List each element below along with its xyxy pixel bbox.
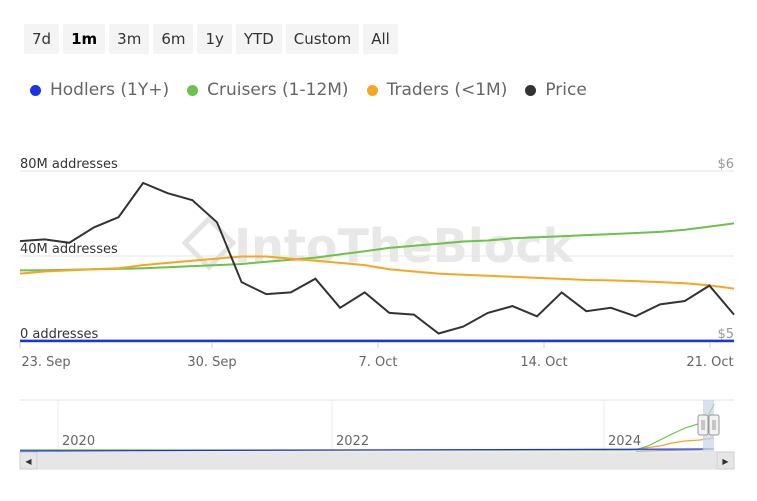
y-right-tick-6: $6 bbox=[717, 157, 734, 172]
range-button-1y[interactable]: 1y bbox=[197, 24, 232, 54]
legend-dot-price bbox=[525, 84, 537, 96]
series-line-traders[interactable] bbox=[19, 255, 735, 290]
legend-dot-traders bbox=[366, 84, 378, 96]
scrollbar[interactable]: ◀ ▶ bbox=[19, 451, 735, 470]
watermark: IntoTheBlock bbox=[181, 215, 574, 273]
range-button-1m[interactable]: 1m bbox=[63, 24, 106, 54]
range-button-6m[interactable]: 6m bbox=[153, 24, 194, 54]
x-tick-label: 14. Oct bbox=[520, 355, 567, 370]
scroll-right-icon: ▶ bbox=[722, 457, 729, 466]
x-tick-label: 30. Sep bbox=[187, 355, 236, 370]
scroll-left-icon: ◀ bbox=[25, 457, 32, 466]
legend-label-traders: Traders (<1M) bbox=[386, 80, 508, 100]
navigator-line-hodlers bbox=[19, 448, 715, 452]
x-tick-label: 21. Oct bbox=[686, 355, 733, 370]
scrollbar-thumb[interactable] bbox=[38, 453, 716, 468]
scroll-left-button[interactable] bbox=[19, 451, 38, 470]
x-axis: 23. Sep 30. Sep 7. Oct 14. Oct 21. Oct bbox=[19, 342, 734, 370]
series-line-cruisers[interactable] bbox=[19, 222, 735, 272]
y-left-tick-80: 80M addresses bbox=[20, 157, 118, 172]
range-selector: 7d 1m 3m 6m 1y YTD Custom All bbox=[24, 24, 398, 56]
legend-label-cruisers: Cruisers (1-12M) bbox=[207, 80, 349, 100]
legend-item-cruisers[interactable]: Cruisers (1-12M) bbox=[187, 80, 349, 100]
legend-item-hodlers[interactable]: Hodlers (1Y+) bbox=[30, 80, 169, 100]
series-line-price[interactable] bbox=[19, 181, 735, 335]
range-button-3m[interactable]: 3m bbox=[109, 24, 150, 54]
navigator-label-2022: 2022 bbox=[336, 434, 369, 449]
range-button-7d[interactable]: 7d bbox=[24, 24, 60, 54]
legend-label-price: Price bbox=[545, 80, 587, 100]
legend-label-hodlers: Hodlers (1Y+) bbox=[50, 80, 170, 100]
navigator: 2020 2022 2024 bbox=[19, 399, 734, 452]
range-button-ytd[interactable]: YTD bbox=[235, 24, 282, 54]
scroll-right-button[interactable] bbox=[716, 451, 735, 470]
y-left-tick-0: 0 addresses bbox=[20, 327, 98, 342]
legend-dot-cruisers bbox=[187, 84, 199, 96]
x-tick-label: 23. Sep bbox=[21, 355, 70, 370]
legend-item-traders[interactable]: Traders (<1M) bbox=[366, 80, 508, 100]
navigator-label-2024: 2024 bbox=[608, 434, 641, 449]
navigator-label-2020: 2020 bbox=[62, 434, 95, 449]
legend-item-price[interactable]: Price bbox=[525, 80, 587, 100]
chart-legend: Hodlers (1Y+) Cruisers (1-12M) Traders (… bbox=[30, 80, 587, 100]
y-right-tick-5: $5 bbox=[717, 327, 734, 342]
navigator-handle-left[interactable] bbox=[697, 414, 709, 436]
range-button-all[interactable]: All bbox=[363, 24, 398, 54]
navigator-handle-right[interactable] bbox=[708, 414, 720, 436]
x-tick-label: 7. Oct bbox=[358, 355, 397, 370]
y-left-tick-40: 40M addresses bbox=[20, 242, 118, 257]
range-button-custom[interactable]: Custom bbox=[285, 24, 360, 54]
legend-dot-hodlers bbox=[30, 84, 41, 96]
